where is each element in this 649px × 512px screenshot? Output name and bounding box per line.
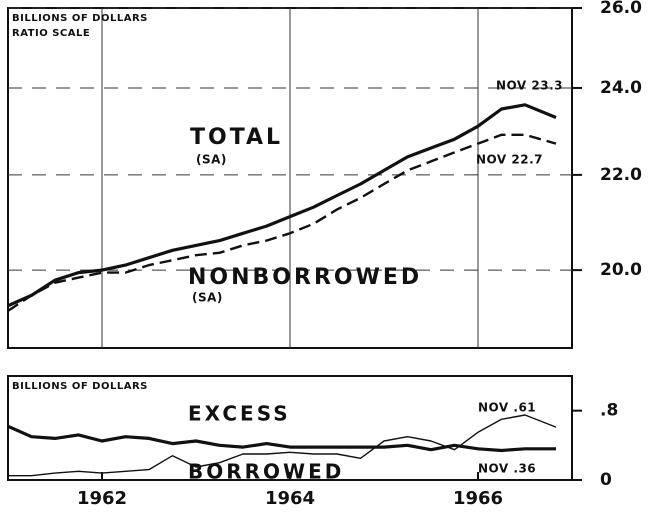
annotation: NOV .36: [478, 462, 536, 476]
series-line: [7, 103, 557, 308]
annotation: BORROWED: [188, 460, 344, 484]
series-line: [7, 424, 556, 453]
x-tick-label: 1964: [265, 488, 315, 509]
y-tick-label: 0: [600, 470, 612, 490]
annotation: RATIO SCALE: [12, 28, 90, 39]
y-tick-label: .8: [600, 401, 618, 421]
series-line: [8, 414, 557, 477]
x-tick-label: 1962: [77, 488, 127, 509]
annotation: NOV .61: [478, 401, 536, 415]
annotation: (SA): [196, 153, 227, 167]
y-tick-label: 20.0: [600, 260, 642, 280]
annotation: EXCESS: [188, 402, 291, 426]
annotation: NONBORROWED: [188, 265, 422, 290]
y-tick-label: 26.0: [600, 0, 642, 18]
y-tick-label: 24.0: [600, 78, 642, 98]
series-line: [7, 133, 557, 312]
x-tick-label: 1966: [453, 488, 503, 509]
annotation: BILLIONS OF DOLLARS: [12, 381, 148, 392]
annotation: NOV 22.7: [476, 153, 543, 167]
y-tick-label: 22.0: [600, 165, 642, 185]
annotation: TOTAL: [190, 125, 283, 150]
annotation: (SA): [192, 291, 223, 305]
annotation: NOV 23.3: [496, 79, 563, 93]
annotation: BILLIONS OF DOLLARS: [12, 13, 148, 24]
